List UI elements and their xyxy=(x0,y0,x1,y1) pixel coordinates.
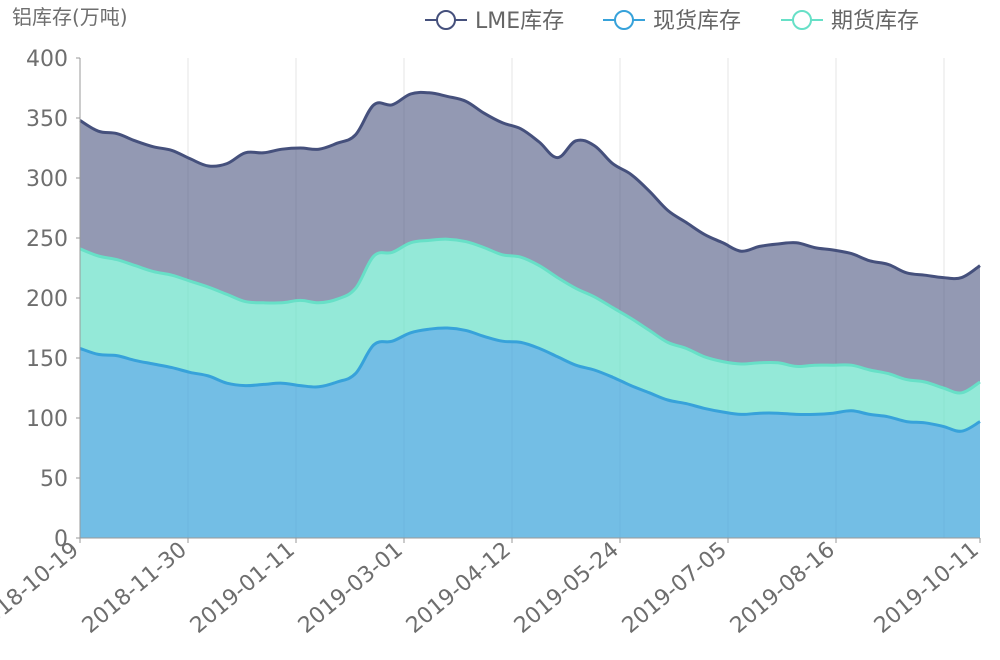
x-tick-label-4: 2019-03-01 xyxy=(294,537,408,638)
area-fill-series-3 xyxy=(80,92,980,393)
legend-item-3[interactable]: 期货库存 xyxy=(781,9,919,34)
legend-label-2: 现货库存 xyxy=(653,9,741,34)
series-line-2 xyxy=(79,237,981,395)
y-tick-label-8: 350 xyxy=(26,107,68,132)
x-tick-label-5: 2019-04-12 xyxy=(402,537,516,638)
legend-marker-3 xyxy=(792,10,812,30)
legend-label-1: LME库存 xyxy=(475,9,564,34)
x-tick-label-2: 2018-11-30 xyxy=(78,537,192,638)
stacked-areas xyxy=(79,90,981,538)
y-tick-label-5: 200 xyxy=(26,287,68,312)
y-tick-label-9: 400 xyxy=(26,47,68,72)
legend-marker-1 xyxy=(436,10,456,30)
x-tick-label-1: 2018-10-19 xyxy=(0,537,84,638)
legend-item-1[interactable]: LME库存 xyxy=(425,9,564,34)
legend-label-3: 期货库存 xyxy=(831,9,919,34)
series-line-3 xyxy=(79,90,981,281)
x-tick-label-8: 2019-08-16 xyxy=(726,537,840,638)
x-tick-label-3: 2019-01-11 xyxy=(186,537,300,638)
x-tick-label-9: 2019-10-11 xyxy=(870,537,984,638)
legend-marker-2 xyxy=(614,10,634,30)
area-fill-series-1 xyxy=(80,327,980,538)
y-tick-label-2: 50 xyxy=(40,467,68,492)
y-tick-label-3: 100 xyxy=(26,407,68,432)
x-tick-label-7: 2019-07-05 xyxy=(618,537,732,638)
area-fill-series-2 xyxy=(80,239,980,432)
y-tick-label-7: 300 xyxy=(26,167,68,192)
y-tick-label-1: 0 xyxy=(54,527,68,552)
y-tick-label-4: 150 xyxy=(26,347,68,372)
y-tick-label-6: 250 xyxy=(26,227,68,252)
legend[interactable]: LME库存 现货库存 期货库存 xyxy=(425,9,919,34)
legend-item-2[interactable]: 现货库存 xyxy=(603,9,741,34)
y-axis-title: 铝库存(万吨) xyxy=(12,5,128,29)
series-line-1 xyxy=(79,326,981,433)
x-tick-label-6: 2019-05-24 xyxy=(510,537,624,638)
